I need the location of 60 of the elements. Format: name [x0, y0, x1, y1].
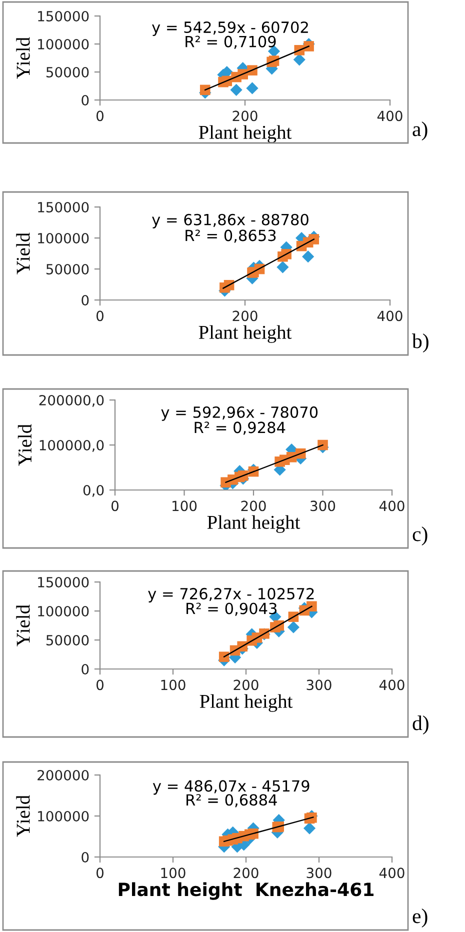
annotation: R² = 0,9043 — [186, 602, 277, 616]
annotation: R² = 0,9284 — [194, 422, 286, 435]
annotation: R² = 0,6884 — [186, 794, 277, 808]
x-tick-label: 100 — [161, 868, 186, 878]
x-tick-label: 400 — [379, 868, 404, 878]
y-tick-label: 0,0 — [83, 484, 104, 497]
x-tick-label: 400 — [379, 680, 404, 690]
x-tick-label: 200 — [234, 868, 258, 878]
y-tick-label: 100000 — [38, 810, 89, 822]
text: c) — [412, 526, 428, 546]
y-tick-label: 150000 — [38, 202, 89, 212]
x-tick-label: 300 — [306, 868, 332, 878]
x-axis-title: Plant height Knezha-461 — [118, 882, 374, 900]
x-tick-label: 300 — [306, 680, 332, 690]
text: e) — [412, 908, 428, 928]
x-tick-label: 200 — [232, 310, 258, 322]
x-axis-title: Plant height — [200, 694, 293, 712]
text: b) — [412, 334, 428, 352]
y-tick-label: 50000 — [46, 264, 89, 274]
annotation: y = 631,86x - 88780 — [152, 214, 308, 228]
y-tick-label: 200000,0 — [39, 394, 104, 407]
annotation: R² = 0,7109 — [186, 36, 276, 49]
x-tick-label: 300 — [310, 500, 336, 512]
x-axis-title: Plant height — [207, 515, 300, 533]
y-tick-label: 0 — [82, 94, 89, 106]
y-tick-label: 50000 — [46, 66, 89, 78]
y-tick-label: 100000 — [38, 38, 89, 50]
y-tick-label: 0 — [82, 852, 89, 862]
y-tick-label: 0 — [82, 294, 89, 306]
y-tick-label: 0 — [82, 664, 89, 674]
text: d) — [412, 716, 428, 734]
x-tick-label: 400 — [379, 500, 404, 512]
text: a) — [412, 122, 428, 140]
annotation: y = 592,96x - 78070 — [161, 406, 318, 421]
x-tick-label: 200 — [241, 500, 266, 512]
y-tick-label: 150000 — [38, 10, 89, 22]
y-axis-title: Yield — [16, 795, 30, 837]
x-tick-label: 200 — [234, 680, 258, 690]
y-tick-label: 50000 — [46, 634, 89, 646]
x-tick-label: 100 — [161, 680, 186, 690]
y-axis-title: Yield — [16, 232, 30, 274]
y-tick-label: 150000 — [38, 576, 89, 588]
annotation: y = 486,07x - 45179 — [152, 780, 310, 795]
x-tick-label: 400 — [377, 110, 402, 122]
y-axis-title: Yield — [18, 424, 32, 466]
annotation: y = 726,27x - 102572 — [148, 588, 314, 602]
x-tick-label: 400 — [377, 310, 402, 322]
x-tick-label: 200 — [232, 110, 258, 122]
annotation: y = 542,59x - 60702 — [152, 21, 308, 36]
y-tick-label: 200000 — [38, 770, 89, 780]
y-tick-label: 100000,0 — [40, 440, 104, 452]
y-axis-title: Yield — [16, 37, 30, 79]
annotation: R² = 0,8653 — [186, 230, 276, 243]
y-tick-label: 100000 — [38, 606, 89, 616]
x-axis-title: Plant height — [198, 125, 292, 143]
x-tick-label: 0 — [111, 500, 118, 512]
y-tick-label: 100000 — [38, 232, 89, 244]
x-tick-label: 100 — [172, 500, 197, 512]
y-axis-title: Yield — [16, 604, 30, 646]
x-axis-title: Plant height — [198, 325, 292, 343]
